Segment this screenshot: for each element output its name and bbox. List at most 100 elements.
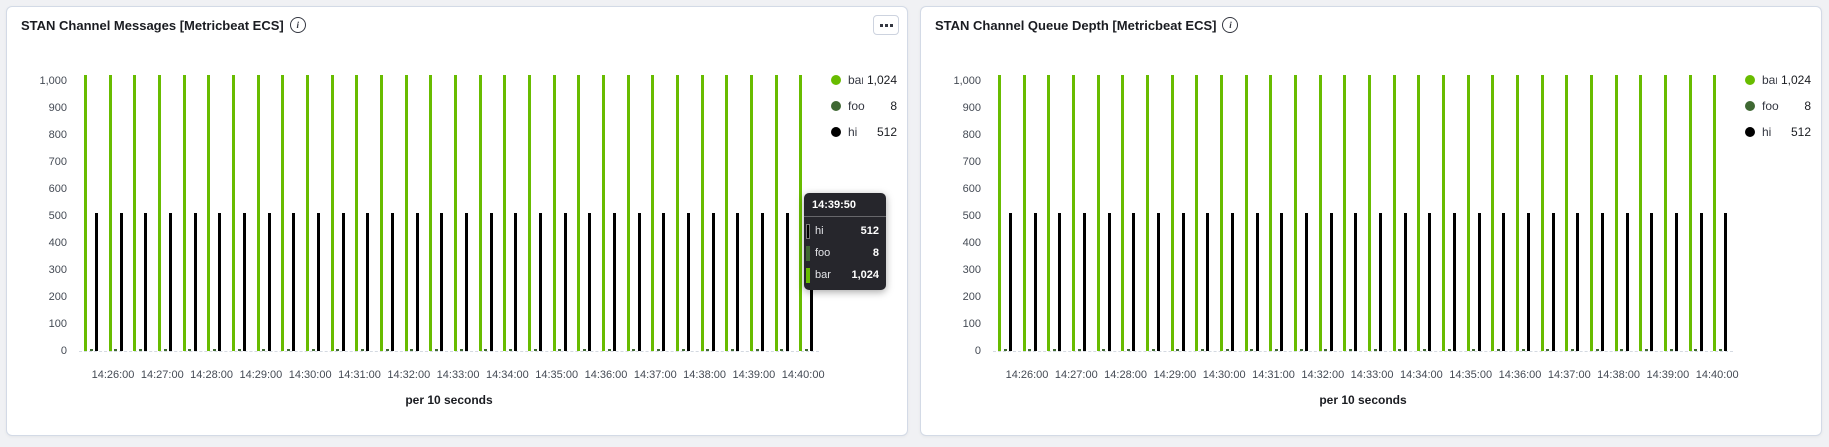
x-axis-label: 14:30:00 — [288, 369, 332, 381]
legend-item-foo[interactable]: foo 8 — [1745, 95, 1811, 117]
tooltip-series-swatch — [806, 267, 810, 283]
bar-hi — [193, 213, 197, 351]
tooltip-time: 14:39:50 — [804, 193, 886, 217]
bar-hi — [588, 213, 592, 351]
bar-hi — [1132, 213, 1136, 351]
bar-foo — [114, 349, 118, 351]
x-axis-label: 14:34:00 — [1399, 369, 1443, 381]
legend-label: foo — [848, 99, 865, 113]
bar-hi — [1058, 213, 1062, 351]
bar-foo — [1348, 349, 1352, 351]
y-axis-label: 600 — [48, 183, 67, 195]
legend-item-foo[interactable]: foo 8 — [831, 95, 897, 117]
bar-foo — [212, 349, 216, 351]
tooltip-label: hi — [815, 225, 824, 237]
bar-hi — [1329, 213, 1333, 351]
legend-series-swatch — [831, 127, 841, 137]
bar-bar — [1491, 75, 1495, 351]
bar-bar — [1146, 75, 1149, 351]
bar-foo — [1546, 349, 1550, 351]
bar-foo — [780, 349, 784, 351]
bar-foo — [607, 349, 611, 351]
bar-bar — [577, 75, 581, 351]
x-axis-label: 14:33:00 — [1350, 369, 1394, 381]
legend-value: 512 — [876, 125, 897, 139]
tooltip-label: bar — [815, 269, 831, 281]
bar-foo — [1644, 349, 1648, 351]
bar-foo — [656, 349, 660, 351]
bar-foo — [286, 349, 290, 351]
panel-options-button[interactable] — [873, 15, 899, 35]
ellipsis-icon — [879, 23, 883, 27]
bar-hi — [1625, 213, 1629, 351]
x-axis-baseline — [79, 351, 819, 352]
bar-bar — [552, 75, 556, 351]
bar-hi — [1527, 213, 1530, 351]
bar-foo — [1274, 349, 1278, 351]
x-axis-label: 14:40:00 — [1695, 369, 1739, 381]
bar-bar — [1022, 75, 1026, 351]
bar-hi — [1033, 213, 1037, 351]
bar-foo — [1496, 349, 1500, 351]
x-axis-label: 14:40:00 — [781, 369, 825, 381]
legend-series-swatch — [1745, 127, 1755, 137]
bar-hi — [1354, 213, 1358, 351]
bar-foo — [1472, 349, 1476, 351]
legend-item-hi[interactable]: hi 512 — [831, 121, 897, 143]
y-axis-label: 1,000 — [39, 75, 67, 87]
bar-bar — [799, 75, 803, 351]
bar-bar — [1540, 75, 1544, 351]
bar-hi — [440, 213, 444, 351]
bar-bar — [429, 75, 433, 351]
x-axis-baseline — [993, 351, 1733, 352]
bar-hi — [465, 213, 468, 351]
bar-foo — [1176, 349, 1180, 351]
bar-bar — [1170, 75, 1174, 351]
info-icon[interactable]: i — [1222, 17, 1239, 33]
bar-foo — [163, 349, 167, 351]
bar-foo — [755, 349, 759, 351]
bar-hi — [711, 213, 715, 351]
x-axis-label: 14:37:00 — [1547, 369, 1591, 381]
bar-bar — [602, 75, 605, 351]
bar-bar — [108, 75, 112, 351]
bar-bar — [306, 75, 309, 351]
tooltip-row: bar 1,024 — [804, 264, 886, 286]
x-axis-label: 14:32:00 — [387, 369, 431, 381]
legend-item-hi[interactable]: hi 512 — [1745, 121, 1811, 143]
info-icon[interactable]: i — [289, 17, 306, 33]
bar-foo — [508, 349, 512, 351]
bar-foo — [89, 349, 93, 351]
legend-label: foo — [1762, 99, 1779, 113]
bar-hi — [1551, 213, 1555, 351]
bar-bar — [182, 75, 186, 351]
bar-hi — [514, 213, 518, 351]
x-axis-label: 14:33:00 — [436, 369, 480, 381]
ellipsis-icon — [884, 23, 888, 27]
bar-hi — [736, 213, 740, 351]
bar-foo — [1718, 349, 1722, 351]
bar-bar — [1516, 75, 1519, 351]
bar-foo — [1151, 349, 1155, 351]
y-axis-label: 300 — [962, 264, 981, 276]
panel-stan-channel-queue-depth: STAN Channel Queue Depth [Metricbeat ECS… — [920, 6, 1822, 436]
chart-plot[interactable]: 0 100 200 300 400 500 600 700 800 900 1,000 14:26:0… — [7, 47, 909, 433]
bar-bar — [355, 75, 359, 351]
bar-foo — [730, 349, 734, 351]
bar-hi — [687, 213, 690, 351]
bar-hi — [341, 213, 345, 351]
bar-hi — [1181, 213, 1185, 351]
bar-foo — [1521, 349, 1525, 351]
bar-bar — [1639, 75, 1643, 351]
bar-bar — [1072, 75, 1075, 351]
bar-bar — [133, 75, 137, 351]
legend-value: 512 — [1790, 125, 1811, 139]
bar-bar — [330, 75, 334, 351]
chart-plot[interactable]: 0 100 200 300 400 500 600 700 800 900 1,000 14:26:0… — [921, 47, 1823, 433]
panel-stan-channel-messages: STAN Channel Messages [Metricbeat ECS] i… — [6, 6, 908, 436]
panel-header: STAN Channel Messages [Metricbeat ECS] i — [7, 7, 907, 43]
bar-hi — [95, 213, 98, 351]
